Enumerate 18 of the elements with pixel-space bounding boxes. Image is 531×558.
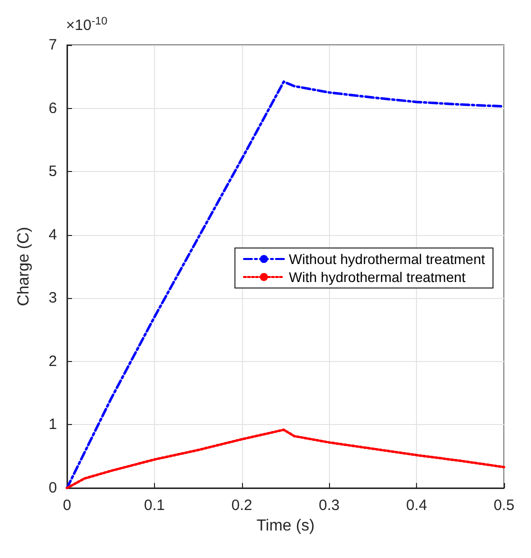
y-tick-label: 1 — [48, 416, 57, 434]
y-tick-label: 3 — [48, 290, 57, 307]
y-tick-label: 6 — [48, 100, 57, 117]
x-tick-label: 0.1 — [144, 497, 165, 514]
y-tick-label: 2 — [48, 352, 57, 370]
y-tick-label: 5 — [48, 163, 57, 180]
y-tick-label: 0 — [48, 480, 57, 496]
y-axis-title: Charge (C) — [16, 226, 32, 306]
x-tick-label: 0.4 — [406, 497, 428, 514]
x-tick-label: 0.5 — [494, 497, 514, 514]
x-tick-label: 0.2 — [231, 497, 252, 514]
x-tick-label: 0.3 — [318, 497, 340, 514]
y-tick-label: 4 — [48, 226, 57, 244]
legend-label: With hydrothermal treatment — [288, 269, 466, 285]
legend-label: Without hydrothermal treatment — [288, 251, 486, 267]
x-tick-label: 0 — [62, 497, 72, 514]
x-axis-title: Time (s) — [256, 518, 315, 534]
y-tick-label: 7 — [48, 36, 57, 54]
